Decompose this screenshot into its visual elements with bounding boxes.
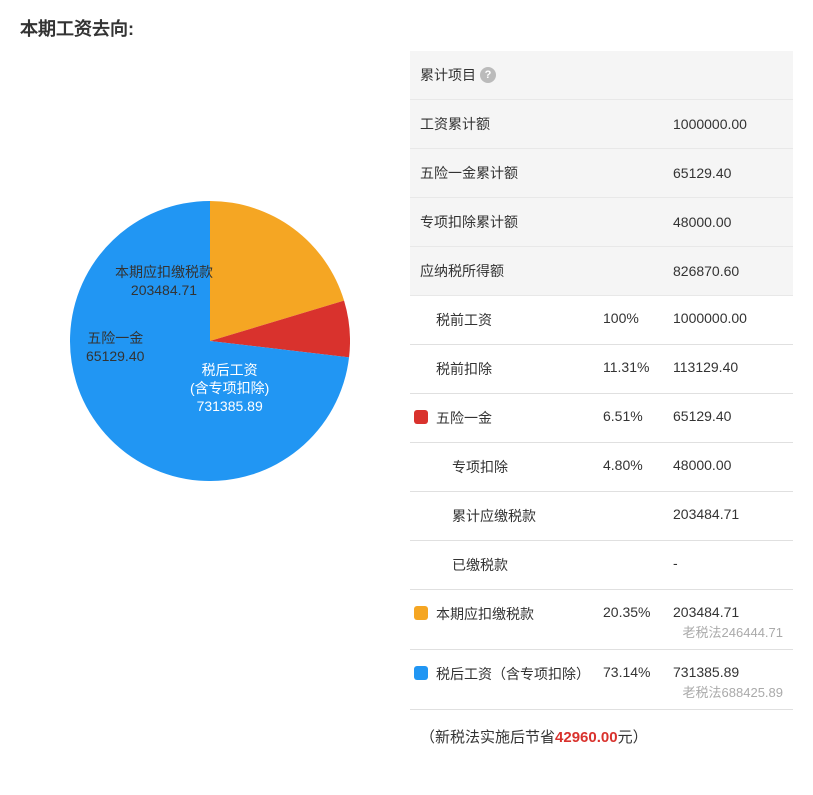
- detail-value: -: [673, 555, 783, 571]
- detail-pct: 6.51%: [603, 408, 673, 424]
- summary-header-label: 累计项目: [420, 65, 476, 85]
- detail-label: 已缴税款: [436, 555, 603, 575]
- swatch-cell: [414, 664, 436, 680]
- footer-prefix: （新税法实施后节省: [420, 729, 555, 746]
- detail-row: 专项扣除4.80%48000.00: [410, 443, 793, 492]
- summary-row-label: 应纳税所得额: [420, 261, 673, 281]
- detail-value: 48000.00: [673, 457, 783, 473]
- detail-label: 累计应缴税款: [436, 506, 603, 526]
- pie-slice-label: 本期应扣缴税款 203484.71: [115, 263, 213, 299]
- detail-label: 税后工资（含专项扣除）: [436, 664, 603, 684]
- footer-suffix: 元）: [618, 729, 648, 746]
- swatch-cell: [414, 604, 436, 620]
- detail-value: 203484.71: [673, 604, 783, 620]
- detail-row: 已缴税款 -: [410, 541, 793, 590]
- summary-row: 工资累计额1000000.00: [410, 100, 793, 149]
- detail-value: 203484.71: [673, 506, 783, 522]
- detail-label: 五险一金: [436, 408, 603, 428]
- summary-header: 累计项目 ?: [410, 51, 793, 100]
- swatch-cell: [414, 506, 436, 508]
- detail-value: 1000000.00: [673, 310, 783, 326]
- detail-pct: 11.31%: [603, 359, 673, 375]
- color-swatch: [414, 410, 428, 424]
- pie-slice-label: 税后工资 (含专项扣除) 731385.89: [190, 361, 269, 416]
- detail-pct: 4.80%: [603, 457, 673, 473]
- summary-row-value: 65129.40: [673, 165, 783, 181]
- pie-slice-label: 五险一金 65129.40: [86, 329, 144, 365]
- color-swatch: [414, 606, 428, 620]
- swatch-cell: [414, 359, 436, 361]
- table-area: 累计项目 ? 工资累计额1000000.00五险一金累计额65129.40专项扣…: [410, 51, 803, 757]
- detail-value: 113129.40: [673, 359, 783, 375]
- detail-row: 累计应缴税款 203484.71: [410, 492, 793, 541]
- summary-block: 累计项目 ? 工资累计额1000000.00五险一金累计额65129.40专项扣…: [410, 51, 793, 296]
- swatch-cell: [414, 555, 436, 557]
- detail-pct: 73.14%: [603, 664, 673, 680]
- detail-value: 65129.40: [673, 408, 783, 424]
- detail-label: 税前扣除: [436, 359, 603, 379]
- detail-pct: 20.35%: [603, 604, 673, 620]
- help-icon[interactable]: ?: [480, 67, 496, 83]
- pie-chart-area: 本期应扣缴税款 203484.71 五险一金 65129.40 税后工资 (含专项扣…: [10, 51, 410, 551]
- summary-row-label: 工资累计额: [420, 114, 673, 134]
- summary-row-value: 826870.60: [673, 263, 783, 279]
- main-container: 本期应扣缴税款 203484.71 五险一金 65129.40 税后工资 (含专项扣…: [10, 51, 803, 757]
- swatch-cell: [414, 408, 436, 424]
- summary-row: 专项扣除累计额48000.00: [410, 198, 793, 247]
- summary-row-label: 专项扣除累计额: [420, 212, 673, 232]
- summary-row-value: 48000.00: [673, 214, 783, 230]
- pie-chart: 本期应扣缴税款 203484.71 五险一金 65129.40 税后工资 (含专项扣…: [70, 201, 350, 481]
- detail-label: 税前工资: [436, 310, 603, 330]
- detail-value: 731385.89: [673, 664, 783, 680]
- swatch-cell: [414, 310, 436, 312]
- footer-note: （新税法实施后节省42960.00元）: [410, 710, 793, 757]
- summary-row: 应纳税所得额826870.60: [410, 247, 793, 296]
- detail-rows: 税前工资100%1000000.00税前扣除11.31%113129.40五险一…: [410, 296, 793, 710]
- summary-row-value: 1000000.00: [673, 116, 783, 132]
- detail-label: 本期应扣缴税款: [436, 604, 603, 624]
- color-swatch: [414, 666, 428, 680]
- detail-row: 税前工资100%1000000.00: [410, 296, 793, 345]
- detail-label: 专项扣除: [436, 457, 603, 477]
- detail-row: 五险一金6.51%65129.40: [410, 394, 793, 443]
- summary-row-label: 五险一金累计额: [420, 163, 673, 183]
- footer-saving: 42960.00: [555, 729, 618, 746]
- page-title: 本期工资去向:: [20, 15, 803, 41]
- summary-row: 五险一金累计额65129.40: [410, 149, 793, 198]
- detail-row: 税前扣除11.31%113129.40: [410, 345, 793, 394]
- swatch-cell: [414, 457, 436, 459]
- detail-pct: 100%: [603, 310, 673, 326]
